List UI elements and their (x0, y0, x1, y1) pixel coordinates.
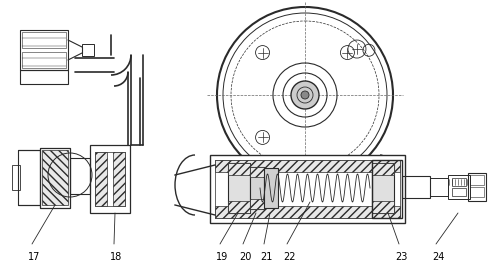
Text: 23: 23 (395, 252, 408, 262)
Bar (215, 160, 400, 218)
Bar (95, 152, 125, 206)
Bar (210, 155, 405, 223)
Bar (372, 163, 394, 213)
Bar (22, 52, 66, 68)
Bar (20, 30, 68, 70)
Bar (215, 206, 400, 218)
Bar (82, 44, 94, 56)
Bar (372, 160, 402, 218)
Bar (372, 163, 394, 175)
Bar (22, 32, 66, 48)
Text: 22: 22 (283, 252, 296, 262)
Bar (372, 201, 394, 213)
Circle shape (291, 81, 319, 109)
Bar (215, 160, 400, 172)
Bar (448, 175, 470, 199)
Circle shape (301, 91, 309, 99)
Bar (452, 178, 466, 186)
Bar (90, 145, 130, 213)
Bar (468, 173, 486, 201)
Bar (470, 187, 484, 197)
Bar (402, 176, 430, 198)
Bar (228, 163, 250, 213)
Bar (250, 167, 264, 209)
Bar (40, 148, 70, 208)
Bar (42, 150, 68, 205)
Bar (228, 163, 250, 175)
Bar (264, 168, 278, 208)
Bar (18, 150, 40, 205)
Text: 17: 17 (28, 252, 40, 262)
Bar (250, 167, 264, 177)
Bar (12, 165, 20, 190)
Text: 18: 18 (110, 252, 122, 262)
Bar (430, 178, 448, 196)
Bar (70, 158, 90, 194)
Text: 19: 19 (216, 252, 228, 262)
Text: 20: 20 (239, 252, 251, 262)
Bar (20, 70, 68, 84)
Bar (470, 175, 484, 185)
Text: 21: 21 (260, 252, 273, 262)
Bar (113, 152, 125, 206)
Bar (250, 199, 264, 209)
Bar (228, 201, 250, 213)
Bar (40, 148, 70, 208)
Bar (95, 152, 107, 206)
Text: 24: 24 (432, 252, 444, 262)
Bar (452, 188, 466, 196)
